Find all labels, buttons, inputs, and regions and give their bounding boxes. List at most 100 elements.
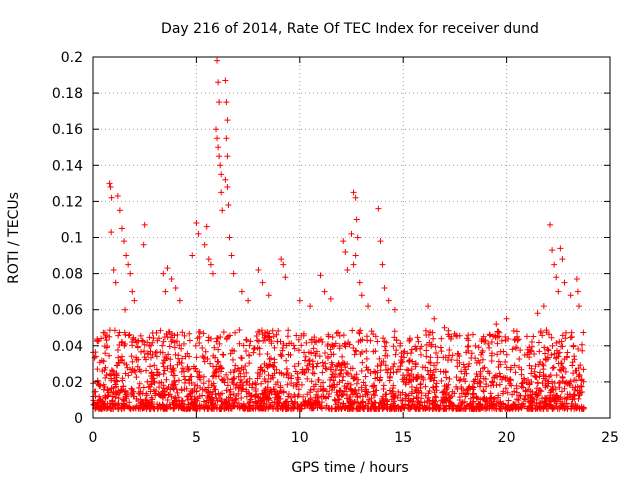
data-point — [493, 321, 500, 328]
data-point — [131, 297, 138, 304]
data-point — [168, 276, 175, 283]
data-point — [555, 288, 562, 295]
data-point — [350, 261, 357, 268]
data-point — [127, 270, 134, 277]
data-point — [573, 276, 580, 283]
x-tick-label: 15 — [394, 430, 412, 446]
data-point — [353, 216, 360, 223]
data-point — [222, 176, 229, 183]
data-point — [327, 295, 334, 302]
data-point — [195, 230, 202, 237]
data-point — [213, 126, 220, 133]
data-point — [356, 279, 363, 286]
data-point — [214, 135, 221, 142]
data-point — [342, 248, 349, 255]
data-point — [121, 238, 128, 245]
data-point — [189, 252, 196, 259]
data-point — [265, 292, 272, 299]
data-point — [215, 79, 222, 86]
data-point-cloud — [90, 327, 587, 412]
y-tick-label: 0.04 — [52, 339, 83, 355]
data-point — [348, 230, 355, 237]
data-point — [162, 288, 169, 295]
data-point — [108, 229, 115, 236]
data-point — [201, 241, 208, 248]
x-tick-label: 10 — [291, 430, 309, 446]
data-point — [112, 279, 119, 286]
points-layer — [90, 57, 587, 412]
data-point — [307, 303, 314, 310]
data-point — [358, 292, 365, 299]
data-point — [381, 285, 388, 292]
data-point — [118, 225, 125, 232]
data-point — [344, 266, 351, 273]
data-point — [207, 261, 214, 268]
data-point — [350, 189, 357, 196]
y-tick-label: 0.14 — [52, 158, 83, 174]
data-point — [164, 265, 171, 272]
data-point — [567, 292, 574, 299]
data-point — [296, 297, 303, 304]
data-point — [108, 194, 115, 201]
data-point — [203, 223, 210, 230]
ticks-layer: 0 5 10 15 20 25 0 0.02 0.04 0.06 0.08 0.1 0.12 0.14 0.… — [52, 50, 619, 446]
y-axis-label: ROTI / TECUs — [6, 192, 22, 284]
data-point — [217, 162, 224, 169]
data-point — [377, 238, 384, 245]
data-point — [354, 234, 361, 241]
data-point — [391, 306, 398, 313]
chart-title: Day 216 of 2014, Rate Of TEC Index for r… — [161, 21, 539, 37]
data-point — [216, 153, 223, 160]
data-point — [513, 328, 520, 335]
data-point — [216, 99, 223, 106]
data-point — [224, 117, 231, 124]
data-point — [228, 252, 235, 259]
data-point — [129, 288, 136, 295]
data-point — [547, 221, 554, 228]
y-tick-label: 0.08 — [52, 267, 83, 283]
data-point — [223, 99, 230, 106]
data-point — [223, 135, 230, 142]
data-point — [503, 315, 510, 322]
data-point — [549, 247, 556, 254]
x-tick-label: 0 — [89, 430, 98, 446]
data-point — [218, 189, 225, 196]
data-point — [238, 288, 245, 295]
data-point — [230, 270, 237, 277]
data-point — [375, 205, 382, 212]
data-point — [317, 272, 324, 279]
data-point — [245, 297, 252, 304]
data-point — [222, 77, 229, 84]
y-tick-label: 0.02 — [52, 375, 83, 391]
data-point — [379, 261, 386, 268]
data-point — [218, 171, 225, 178]
data-point — [114, 192, 121, 199]
y-tick-label: 0.12 — [52, 194, 83, 210]
x-tick-label: 25 — [601, 430, 619, 446]
data-point — [176, 297, 183, 304]
data-point — [106, 180, 113, 187]
data-point — [553, 274, 560, 281]
data-point — [255, 266, 262, 273]
data-point — [160, 270, 167, 277]
data-point — [352, 194, 359, 201]
y-tick-label: 0.16 — [52, 122, 83, 138]
data-point — [123, 252, 130, 259]
y-tick-label: 0 — [74, 411, 83, 427]
data-point — [140, 241, 147, 248]
x-tick-label: 5 — [192, 430, 201, 446]
data-point — [575, 303, 582, 310]
data-point — [193, 220, 200, 227]
data-point — [116, 207, 123, 214]
data-point — [441, 324, 448, 331]
data-point — [574, 288, 581, 295]
data-point — [551, 261, 558, 268]
y-tick-label: 0.1 — [61, 231, 83, 247]
data-point — [425, 303, 432, 310]
data-point — [226, 234, 233, 241]
data-point — [385, 297, 392, 304]
y-tick-label: 0.18 — [52, 86, 83, 102]
data-point — [110, 266, 117, 273]
data-point — [224, 183, 231, 190]
